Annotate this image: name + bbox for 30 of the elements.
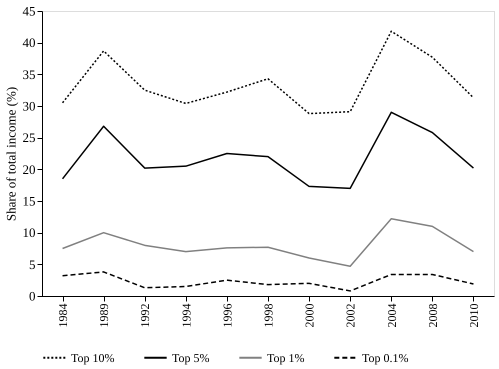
x-tick-label: 1996: [220, 304, 234, 328]
y-tick-label: 5: [29, 256, 36, 272]
line-series: [62, 112, 474, 190]
line-series: [62, 218, 474, 267]
x-tick-label: 2004: [384, 304, 399, 328]
y-tick-label: 35: [22, 66, 36, 82]
legend-label: Top 10%: [71, 350, 114, 365]
x-tick-label: 2002: [344, 304, 358, 328]
y-tick-label: 40: [22, 35, 36, 50]
y-axis-title: Share of total income (%): [4, 86, 18, 222]
y-tick-label: 15: [22, 194, 36, 208]
x-tick-label: 2010: [466, 304, 481, 328]
y-tick-label: 10: [22, 225, 36, 240]
x-tick-label: 1994: [179, 304, 194, 328]
y-tick-label: 45: [22, 4, 36, 18]
legend-label: Top 0.1%: [362, 350, 408, 365]
legend-label: Top 5%: [172, 350, 210, 365]
y-tick-label: 0: [29, 288, 36, 304]
x-tick-label: 1998: [262, 304, 276, 328]
y-tick-label: 20: [22, 162, 36, 177]
y-tick-label: 25: [22, 130, 36, 146]
x-tick-label: 1989: [97, 304, 112, 328]
x-tick-label: 2008: [426, 304, 440, 328]
line-series: [62, 30, 474, 114]
y-tick-label: 30: [22, 98, 36, 114]
line-series: [62, 271, 474, 292]
x-tick-label: 2000: [302, 304, 317, 328]
legend-label: Top 1%: [267, 350, 304, 365]
x-tick-label: 1984: [56, 304, 70, 328]
x-tick-label: 1992: [138, 304, 152, 328]
